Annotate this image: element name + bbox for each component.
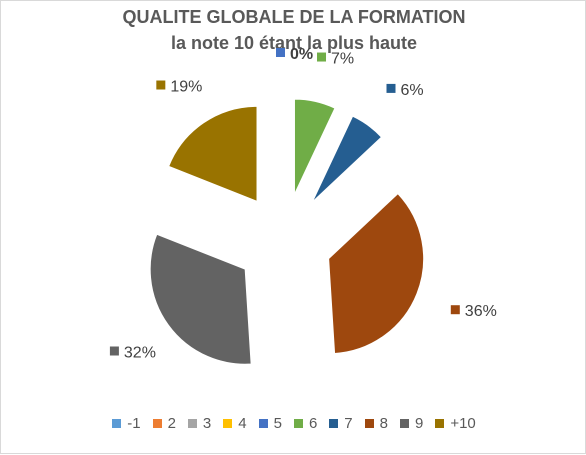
svg-text:36%: 36% — [465, 303, 497, 320]
legend-swatch — [293, 419, 303, 428]
legend-item-10: +10 — [435, 415, 476, 432]
pie-slice-8 — [328, 192, 425, 355]
legend-item-3: 3 — [187, 415, 212, 432]
legend-label: 2 — [167, 415, 176, 432]
data-label-8: 36% — [450, 303, 497, 320]
chart-subtitle: la note 10 étant la plus haute — [170, 33, 418, 53]
svg-text:0%: 0% — [290, 46, 313, 63]
legend-label: 3 — [202, 415, 212, 432]
legend-label: -1 — [127, 415, 141, 432]
legend-item-7: 7 — [329, 415, 353, 432]
legend-label: 7 — [344, 415, 353, 432]
legend-swatch — [223, 419, 233, 428]
legend-label: 4 — [238, 415, 247, 432]
legend-swatch — [329, 419, 339, 428]
legend-item-4: 4 — [223, 415, 247, 432]
pie-slice-9 — [149, 233, 252, 365]
legend-swatch — [364, 419, 374, 428]
legend-item-2: 2 — [152, 415, 176, 432]
legend-item-1: -1 — [112, 415, 141, 432]
legend-label: 5 — [273, 415, 282, 432]
pie-slice-6 — [293, 98, 336, 195]
svg-text:7%: 7% — [331, 51, 354, 68]
legend-swatch — [152, 419, 162, 428]
data-label-9: 32% — [109, 345, 156, 362]
legend-label: +10 — [450, 415, 476, 432]
legend-swatch — [435, 419, 445, 428]
legend-item-6: 6 — [293, 415, 318, 432]
legend-swatch — [258, 419, 268, 428]
svg-text:6%: 6% — [401, 82, 424, 99]
legend-label: 6 — [308, 415, 318, 432]
pie-slice-10 — [168, 105, 258, 203]
chart-legend: -1 2 3 4 5 6 7 8 9 +10 — [1, 415, 586, 432]
chart-title: QUALITE GLOBALE DE LA FORMATION — [122, 7, 466, 27]
pie-slice-7 — [311, 115, 383, 203]
svg-text:32%: 32% — [124, 345, 156, 362]
data-label-7: 6% — [386, 82, 424, 99]
data-label-10: 19% — [156, 79, 202, 96]
legend-label: 9 — [414, 415, 424, 432]
legend-item-8: 8 — [364, 415, 388, 432]
legend-swatch — [187, 419, 197, 428]
legend-item-9: 9 — [399, 415, 424, 432]
data-label-6: 7% — [317, 51, 354, 68]
legend-swatch — [112, 419, 122, 428]
data-label-5: 0% — [276, 46, 313, 63]
svg-text:19%: 19% — [170, 79, 202, 96]
legend-swatch — [399, 419, 409, 428]
legend-item-5: 5 — [258, 415, 282, 432]
legend-label: 8 — [379, 415, 388, 432]
